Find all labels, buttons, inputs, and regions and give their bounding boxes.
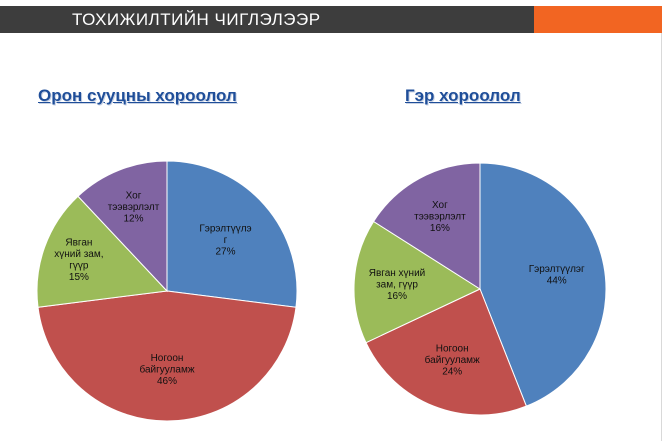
slice-category-label: г — [224, 235, 228, 246]
slice-walkway-bridge-label: Явган хүний зам, гүүр 15% — [54, 238, 103, 284]
slice-percent-label: 16% — [387, 291, 407, 302]
slice-lighting — [166, 160, 298, 308]
chart-title-apartments: Орон сууцны хороолол — [38, 86, 237, 105]
slice-walkway-bridge — [353, 220, 482, 344]
slice-waste-transport — [77, 160, 168, 293]
pie-chart-ger-district: Гэрэлтүүлэг 44% Ногоон байгууламж 24% Явган х… — [353, 162, 607, 416]
slide-header-bar: ТОХИЖИЛТИЙН ЧИГЛЭЛЭЭР — [0, 6, 534, 33]
slice-percent-label: 16% — [430, 223, 450, 234]
slice-category-label: хүний зам, — [54, 249, 103, 260]
slice-category-label: Гэрэлтүүлэ — [199, 223, 251, 234]
slice-percent-label: 27% — [215, 246, 235, 257]
slice-category-label: Ногоон — [151, 353, 184, 364]
slice-category-label: Ногоон — [436, 343, 469, 354]
slice-category-label: Явган хүний — [369, 268, 426, 279]
slice-percent-label: 46% — [157, 376, 177, 387]
pie-chart-apartments: Гэрэлтүүлэ г 27% Ногоон байгууламж 46% Явган хү… — [36, 160, 298, 422]
slice-category-label: Гэрэлтүүлэг — [529, 264, 585, 275]
header-accent-block — [534, 6, 662, 33]
slice-percent-label: 12% — [123, 213, 143, 224]
slice-category-label: байгууламж — [425, 354, 480, 366]
slice-percent-label: 24% — [442, 366, 462, 377]
slice-percent-label: 44% — [547, 276, 567, 287]
slice-category-label: Хог — [432, 200, 448, 211]
slice-category-label: тээвэрлэлт — [108, 202, 160, 213]
slide-title: ТОХИЖИЛТИЙН ЧИГЛЭЛЭЭР — [72, 10, 321, 29]
slice-category-label: байгууламж — [139, 364, 194, 376]
slice-greenery-label: Ногоон байгууламж 46% — [139, 353, 194, 387]
slice-greenery — [365, 288, 528, 416]
slice-waste-transport-label: Хог тээвэрлэлт 12% — [108, 190, 160, 224]
slice-lighting-label: Гэрэлтүүлэ г 27% — [199, 223, 251, 257]
slice-lighting — [479, 162, 607, 407]
slice-percent-label: 15% — [69, 272, 89, 283]
slice-category-label: гүүр — [69, 261, 89, 272]
slice-category-label: тээвэрлэлт — [414, 212, 466, 223]
slice-waste-transport — [372, 162, 481, 290]
slice-lighting-label: Гэрэлтүүлэг 44% — [529, 264, 585, 287]
chart-title-ger-district: Гэр хороолол — [405, 86, 521, 105]
slice-category-label: зам, гүүр — [376, 279, 418, 290]
slice-walkway-bridge — [36, 195, 169, 308]
slice-walkway-bridge-label: Явган хүний зам, гүүр 16% — [369, 268, 426, 302]
slice-greenery — [37, 290, 297, 422]
slice-waste-transport-label: Хог тээвэрлэлт 16% — [414, 200, 466, 234]
slice-greenery-label: Ногоон байгууламж 24% — [425, 343, 480, 377]
slice-category-label: Хог — [126, 190, 142, 201]
slice-category-label: Явган — [65, 238, 92, 249]
